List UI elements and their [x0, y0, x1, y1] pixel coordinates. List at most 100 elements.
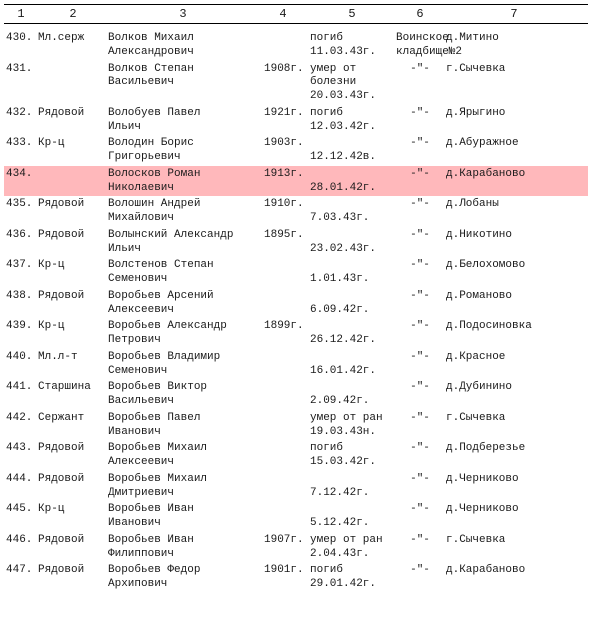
cell-c3: Воробьев Иван Иванович: [108, 503, 258, 531]
cell-c7: д.Черниково: [444, 503, 584, 517]
col-header: 2: [38, 7, 108, 21]
cell-c5: 1.01.43г.: [308, 259, 396, 287]
cell-c6: -"-: [396, 503, 444, 517]
cell-c7: д.Подосиновка: [444, 320, 584, 334]
cell-c6: -"-: [396, 320, 444, 334]
cell-c7: д.Абуражное: [444, 137, 584, 151]
cell-c2: Рядовой: [38, 442, 108, 456]
cell-c7: г.Сычевка: [444, 534, 584, 548]
cell-c3: Воробьев Арсений Алексеевич: [108, 290, 258, 318]
cell-c7: д.Красное: [444, 351, 584, 365]
cell-c1: 432.: [4, 107, 38, 121]
cell-c7: д.Дубинино: [444, 381, 584, 395]
cell-c2: Сержант: [38, 412, 108, 426]
table-row: 436.РядовойВолынский Александр Ильич1895…: [4, 227, 588, 258]
cell-c6: Воинское кладбище№2: [396, 32, 444, 60]
cell-c2: Рядовой: [38, 473, 108, 487]
table-row: 447.РядовойВоробьев Федор Архипович1901г…: [4, 562, 588, 593]
cell-c5: погиб 15.03.42г.: [308, 442, 396, 470]
cell-c1: 436.: [4, 229, 38, 243]
cell-c3: Воробьев Федор Архипович: [108, 564, 258, 592]
cell-c6: -"-: [396, 290, 444, 304]
col-header: 6: [396, 7, 444, 21]
table-row: 439.Кр-цВоробьев Александр Петрович1899г…: [4, 318, 588, 349]
cell-c4: 1913г.: [258, 168, 308, 182]
cell-c1: 435.: [4, 198, 38, 212]
cell-c1: 439.: [4, 320, 38, 334]
cell-c4: 1901г.: [258, 564, 308, 578]
cell-c2: Кр-ц: [38, 259, 108, 273]
cell-c7: д.Митино: [444, 32, 584, 46]
table-body: 430.Мл.сержВолков Михаил Александровичпо…: [4, 30, 588, 593]
cell-c5: 28.01.42г.: [308, 168, 396, 196]
cell-c6: -"-: [396, 168, 444, 182]
cell-c3: Воробьев Михаил Алексеевич: [108, 442, 258, 470]
cell-c7: д.Белохомово: [444, 259, 584, 273]
cell-c5: 26.12.42г.: [308, 320, 396, 348]
cell-c4: 1921г.: [258, 107, 308, 121]
cell-c1: 438.: [4, 290, 38, 304]
cell-c3: Волосков Роман Николаевич: [108, 168, 258, 196]
cell-c1: 433.: [4, 137, 38, 151]
cell-c7: г.Сычевка: [444, 63, 584, 77]
cell-c1: 441.: [4, 381, 38, 395]
table-row: 446.РядовойВоробьев Иван Филиппович1907г…: [4, 532, 588, 563]
cell-c5: умер от ран 19.03.43н.: [308, 412, 396, 440]
cell-c7: д.Подберезье: [444, 442, 584, 456]
col-header: 3: [108, 7, 258, 21]
cell-c6: -"-: [396, 351, 444, 365]
cell-c4: 1910г.: [258, 198, 308, 212]
cell-c7: д.Романово: [444, 290, 584, 304]
cell-c1: 430.: [4, 32, 38, 46]
cell-c6: -"-: [396, 259, 444, 273]
cell-c2: Мл.серж: [38, 32, 108, 46]
cell-c2: Старшина: [38, 381, 108, 395]
table-row: 430.Мл.сержВолков Михаил Александровичпо…: [4, 30, 588, 61]
table-row: 432.РядовойВолобуев Павел Ильич1921г.пог…: [4, 105, 588, 136]
col-header: 4: [258, 7, 308, 21]
cell-c5: 6.09.42г.: [308, 290, 396, 318]
cell-c2: Рядовой: [38, 229, 108, 243]
cell-c7: г.Сычевка: [444, 412, 584, 426]
cell-c4: 1895г.: [258, 229, 308, 243]
cell-c1: 442.: [4, 412, 38, 426]
cell-c5: 12.12.42в.: [308, 137, 396, 165]
cell-c1: 445.: [4, 503, 38, 517]
cell-c6: -"-: [396, 137, 444, 151]
cell-c7: д.Лобаны: [444, 198, 584, 212]
cell-c1: 446.: [4, 534, 38, 548]
column-header-row: 1 2 3 4 5 6 7: [4, 4, 588, 24]
col-header: 5: [308, 7, 396, 21]
cell-c1: 447.: [4, 564, 38, 578]
cell-c2: Рядовой: [38, 107, 108, 121]
cell-c1: 437.: [4, 259, 38, 273]
cell-c7: д.Карабаново: [444, 564, 584, 578]
table-row: 434. Волосков Роман Николаевич1913г. 28.0…: [4, 166, 588, 197]
cell-c3: Воробьев Иван Филиппович: [108, 534, 258, 562]
cell-c4: 1903г.: [258, 137, 308, 151]
cell-c1: 431.: [4, 63, 38, 77]
cell-c3: Волобуев Павел Ильич: [108, 107, 258, 135]
cell-c3: Воробьев Виктор Васильевич: [108, 381, 258, 409]
cell-c4: 1907г.: [258, 534, 308, 548]
cell-c6: -"-: [396, 381, 444, 395]
cell-c5: 5.12.42г.: [308, 503, 396, 531]
table-row: 433.Кр-цВолодин Борис Григорьевич1903г. …: [4, 135, 588, 166]
cell-c1: 443.: [4, 442, 38, 456]
table-row: 441.СтаршинаВоробьев Виктор Васильевич 2…: [4, 379, 588, 410]
cell-c5: погиб 12.03.42г.: [308, 107, 396, 135]
cell-c5: умер от болезни 20.03.43г.: [308, 63, 396, 104]
cell-c7: д.Черниково: [444, 473, 584, 487]
cell-c4: 1908г.: [258, 63, 308, 77]
cell-c6: -"-: [396, 534, 444, 548]
cell-c3: Волков Степан Васильевич: [108, 63, 258, 91]
cell-c2: Мл.л-т: [38, 351, 108, 365]
cell-c2: Кр-ц: [38, 503, 108, 517]
cell-c1: 434.: [4, 168, 38, 182]
cell-c3: Воробьев Павел Иванович: [108, 412, 258, 440]
cell-c2: Рядовой: [38, 534, 108, 548]
cell-c3: Воробьев Михаил Дмитриевич: [108, 473, 258, 501]
cell-c6: -"-: [396, 229, 444, 243]
cell-c5: 7.12.42г.: [308, 473, 396, 501]
cell-c1: 440.: [4, 351, 38, 365]
